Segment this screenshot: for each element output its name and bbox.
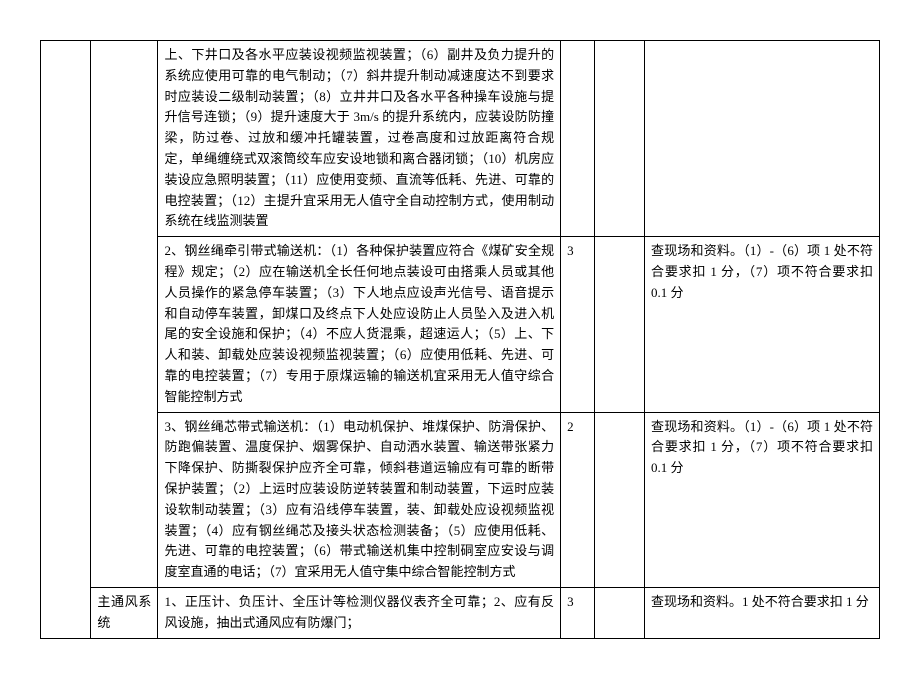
cell-score <box>561 41 595 237</box>
cell-score: 2 <box>561 412 595 587</box>
table-row: 主通风系统1、正压计、负压计、全压计等检测仪器仪表齐全可靠；2、应有反风设施，抽… <box>41 587 880 638</box>
cell-blank <box>594 412 644 587</box>
cell-score: 3 <box>561 237 595 412</box>
cell-blank <box>594 41 644 237</box>
cell-content: 2、钢丝绳牵引带式输送机：（1）各种保护装置应符合《煤矿安全规程》规定；（2）应… <box>158 237 561 412</box>
table-row: 3、钢丝绳芯带式输送机：（1）电动机保护、堆煤保护、防滑保护、防跑偏装置、温度保… <box>41 412 880 587</box>
cell-content: 1、正压计、负压计、全压计等检测仪器仪表齐全可靠；2、应有反风设施，抽出式通风应… <box>158 587 561 638</box>
cell-blank <box>594 587 644 638</box>
cell-content: 上、下井口及各水平应装设视频监视装置；（6）副井及负力提升的系统应使用可靠的电气… <box>158 41 561 237</box>
standards-table: 上、下井口及各水平应装设视频监视装置；（6）副井及负力提升的系统应使用可靠的电气… <box>40 40 880 639</box>
table-row: 上、下井口及各水平应装设视频监视装置；（6）副井及负力提升的系统应使用可靠的电气… <box>41 41 880 237</box>
cell-criteria: 查现场和资料。（1）-（6）项 1 处不符合要求扣 1 分，（7）项不符合要求扣… <box>645 237 880 412</box>
cell-category <box>41 41 91 639</box>
cell-criteria <box>645 41 880 237</box>
cell-blank <box>594 237 644 412</box>
cell-content: 3、钢丝绳芯带式输送机：（1）电动机保护、堆煤保护、防滑保护、防跑偏装置、温度保… <box>158 412 561 587</box>
cell-subcategory: 主通风系统 <box>91 587 158 638</box>
cell-criteria: 查现场和资料。（1）-（6）项 1 处不符合要求扣 1 分，（7）项不符合要求扣… <box>645 412 880 587</box>
table-row: 2、钢丝绳牵引带式输送机：（1）各种保护装置应符合《煤矿安全规程》规定；（2）应… <box>41 237 880 412</box>
cell-subcategory <box>91 41 158 588</box>
cell-score: 3 <box>561 587 595 638</box>
cell-criteria: 查现场和资料。1 处不符合要求扣 1 分 <box>645 587 880 638</box>
